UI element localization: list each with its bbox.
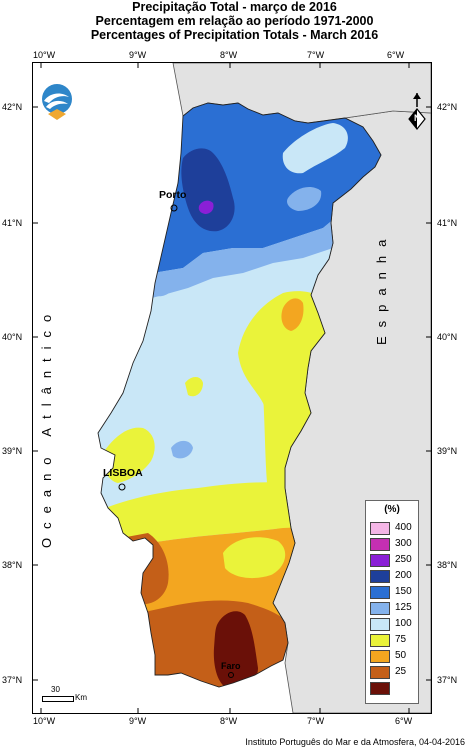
lon-tick-bottom-10w: 10°W — [33, 716, 56, 726]
legend-swatch — [370, 650, 390, 663]
lat-tick-right-42n: 42°N — [437, 102, 458, 112]
legend-swatch — [370, 666, 390, 679]
map-subtitle-en: Percentages of Precipitation Totals - Ma… — [90, 28, 379, 42]
lat-tick-left-42n: 42°N — [2, 102, 23, 112]
lat-tick-right-38n: 38°N — [437, 560, 458, 570]
lon-tick-bottom-7w: 7°W — [307, 716, 325, 726]
legend-swatch — [370, 570, 390, 583]
lon-tick-top-9w: 9°W — [129, 50, 147, 60]
lisboa-marker — [118, 483, 126, 491]
label-ocean: Oceano Atlântico — [39, 305, 54, 548]
label-faro: Faro — [221, 661, 241, 671]
legend-label: 50 — [395, 650, 407, 661]
north-arrow-label: N — [414, 113, 421, 123]
legend-item: 150 — [370, 585, 416, 600]
legend-item: 200 — [370, 569, 416, 584]
legend-item: 75 — [370, 633, 416, 648]
class-125-150-south — [171, 440, 193, 459]
portugal-border — [97, 102, 382, 688]
lon-tick-top-10w: 10°W — [33, 50, 56, 60]
class-75-100-small — [185, 377, 203, 397]
label-spain: Espanha — [374, 230, 389, 345]
precipitation-map — [33, 63, 431, 713]
legend-swatch — [370, 554, 390, 567]
class-125-150-ne-inner — [287, 187, 322, 211]
lat-tick-left-40n: 40°N — [2, 332, 23, 342]
north-arrow-icon — [408, 93, 426, 130]
class-50-75-centre — [281, 298, 304, 331]
legend-swatch — [370, 538, 390, 551]
label-lisboa: LISBOA — [103, 467, 143, 479]
lat-tick-left-41n: 41°N — [2, 218, 23, 228]
lat-tick-right-37n: 37°N — [437, 675, 458, 685]
legend-item: 125 — [370, 601, 416, 616]
legend-swatch — [370, 634, 390, 647]
legend-title: (%) — [384, 504, 400, 515]
lon-tick-top-7w: 7°W — [307, 50, 325, 60]
class-200-250-core — [181, 148, 235, 232]
legend-item: 300 — [370, 537, 416, 552]
faro-marker — [228, 672, 234, 678]
lon-tick-top-6w: 6°W — [387, 50, 405, 60]
class-250-300-core — [198, 200, 214, 214]
legend-item: 100 — [370, 617, 416, 632]
legend-label: 250 — [395, 554, 412, 565]
legend-swatch — [370, 602, 390, 615]
class-75-100-lisbon — [102, 427, 155, 483]
lat-tick-right-39n: 39°N — [437, 446, 458, 456]
ipma-logo-icon — [42, 84, 72, 120]
credit-text: Instituto Português do Mar e da Atmosfer… — [245, 737, 465, 747]
legend-label: 300 — [395, 538, 412, 549]
graticule-ticks — [33, 63, 431, 713]
class-125-150-centre-west — [151, 277, 175, 297]
class-75-100-alentejo-inner — [223, 537, 286, 579]
lon-tick-bottom-9w: 9°W — [129, 716, 147, 726]
lat-tick-left-38n: 38°N — [2, 560, 23, 570]
legend-item: 50 — [370, 649, 416, 664]
map-frame: N Porto LISBOA Faro Oceano Atlântico Esp… — [32, 62, 432, 714]
legend-swatch — [370, 522, 390, 535]
scale-value: 30 — [51, 685, 60, 694]
legend-label: 150 — [395, 586, 412, 597]
lat-tick-left-37n: 37°N — [2, 675, 23, 685]
legend-label: 75 — [395, 634, 407, 645]
class-125-150-north — [133, 183, 381, 303]
legend-swatch — [370, 618, 390, 631]
legend-label: 125 — [395, 602, 412, 613]
legend-swatch — [370, 682, 390, 695]
legend-label: 25 — [395, 666, 407, 677]
scale-unit: Km — [75, 693, 87, 702]
lon-tick-bottom-8w: 8°W — [220, 716, 238, 726]
legend-label: 100 — [395, 618, 412, 629]
legend-item — [370, 681, 416, 696]
lon-tick-top-8w: 8°W — [220, 50, 238, 60]
map-title: Precipitação Total - março de 2016 — [132, 0, 337, 14]
lat-tick-right-41n: 41°N — [437, 218, 458, 228]
legend-box: (%) 400 300 250 200 150 125 100 75 50 25 — [365, 500, 419, 704]
legend-item: 25 — [370, 665, 416, 680]
legend-item: 400 — [370, 521, 416, 536]
legend-label: 400 — [395, 522, 412, 533]
label-porto: Porto — [159, 189, 187, 201]
class-0-25-faro — [213, 611, 258, 687]
legend-swatch — [370, 586, 390, 599]
porto-marker — [170, 204, 178, 212]
lat-tick-left-39n: 39°N — [2, 446, 23, 456]
lat-tick-right-40n: 40°N — [437, 332, 458, 342]
class-100-125-ne — [282, 123, 348, 174]
legend-item: 250 — [370, 553, 416, 568]
map-subtitle-pt: Percentagem em relação ao período 1971-2… — [95, 14, 374, 28]
map-title-block: Precipitação Total - março de 2016 Perce… — [0, 0, 469, 42]
scale-bar-graphic — [42, 696, 74, 702]
legend-label: 200 — [395, 570, 412, 581]
lon-tick-bottom-6w: 6°W — [395, 716, 413, 726]
